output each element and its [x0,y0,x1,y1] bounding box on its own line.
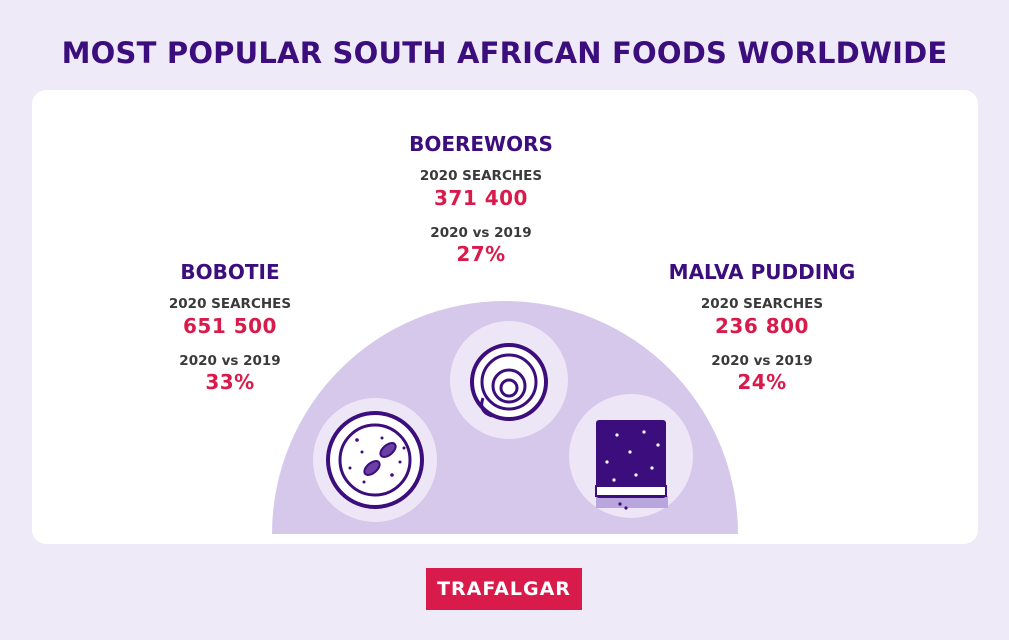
food-name: BOEREWORS [409,132,553,156]
searches-label: 2020 SEARCHES [168,296,292,312]
change-value: 33% [205,370,255,394]
food-name: BOBOTIE [180,260,280,284]
bobotie-plate-icon [313,398,437,522]
food-item-malva-pudding: MALVA PUDDING 2020 SEARCHES 236 800 2020… [652,260,872,394]
searches-value: 651 500 [183,314,277,338]
change-label: 2020 vs 2019 [430,225,532,241]
food-name: MALVA PUDDING [668,260,856,284]
searches-label: 2020 SEARCHES [419,168,543,184]
change-label: 2020 vs 2019 [711,353,813,369]
change-value: 24% [737,370,787,394]
semicircle-dome [272,301,738,534]
searches-value: 371 400 [434,186,528,210]
page-title: MOST POPULAR SOUTH AFRICAN FOODS WORLDWI… [61,36,948,70]
change-label: 2020 vs 2019 [179,353,281,369]
change-value: 27% [456,242,506,266]
food-item-bobotie: BOBOTIE 2020 SEARCHES 651 500 2020 vs 20… [120,260,340,394]
malva-pudding-icon [569,394,693,518]
searches-label: 2020 SEARCHES [700,296,824,312]
trafalgar-logo: TRAFALGAR [426,568,582,610]
food-item-boerewors: BOEREWORS 2020 SEARCHES 371 400 2020 vs … [371,132,591,266]
boerewors-sausage-icon [450,321,568,439]
infographic-card: BOBOTIE 2020 SEARCHES 651 500 2020 vs 20… [32,90,978,544]
searches-value: 236 800 [715,314,809,338]
